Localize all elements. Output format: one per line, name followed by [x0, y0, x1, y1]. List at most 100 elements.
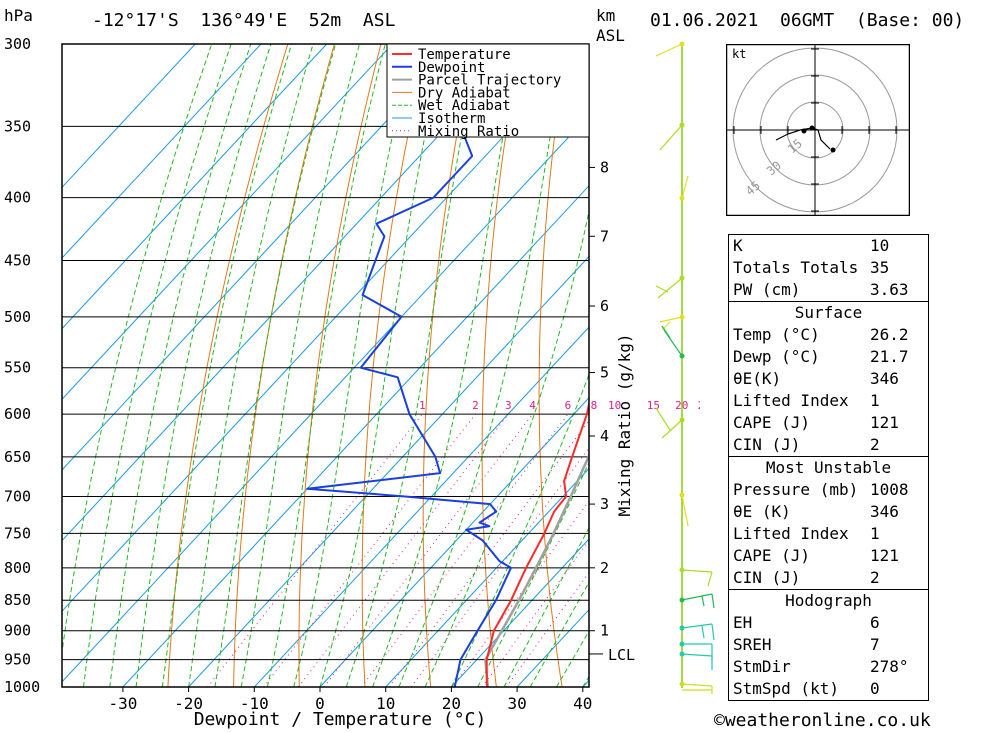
stmdir-label: StmDir: [733, 657, 791, 676]
legend-label: Isotherm: [418, 111, 485, 127]
lcl-label: LCL: [608, 646, 635, 664]
x-tick-label: 40: [573, 694, 592, 713]
stmspd-value: 0: [870, 679, 880, 698]
mu-theta-row: θE (K) 346: [729, 501, 928, 523]
x-axis-title: Dewpoint / Temperature (°C): [194, 709, 487, 730]
mixing-ratio-line: [481, 539, 589, 687]
x-tick-label: -20: [174, 694, 203, 713]
surface-section: Surface Temp (°C) 26.2 Dewp (°C) 21.7 θE(K…: [729, 301, 928, 456]
temperature-line: [485, 366, 589, 687]
mu-theta-value: 346: [870, 502, 899, 521]
dewpoint-line: [306, 44, 545, 687]
pressure-tick-label: 850: [4, 591, 31, 609]
eh-row: EH 6: [729, 612, 928, 634]
wind-barb: [661, 325, 671, 339]
wet-adiabat-line: [529, 581, 589, 687]
asl-unit-label: ASL: [596, 26, 625, 45]
mu-li-label: Lifted Index: [733, 524, 849, 543]
surface-cin-row: CIN (J) 2: [729, 434, 928, 456]
k-index-label: K: [733, 236, 743, 255]
pressure-tick-label: 550: [4, 359, 31, 377]
wind-barb: [659, 316, 683, 323]
stmdir-row: StmDir 278°: [729, 656, 928, 678]
wet-adiabat-line: [345, 44, 481, 687]
wind-barbs: [655, 41, 715, 694]
dry-adiabat-line: [167, 44, 289, 687]
isotherm-line: [385, 467, 589, 687]
pressure-tick-label: 300: [4, 35, 31, 53]
wind-barb: [681, 653, 713, 657]
surface-title: Surface: [794, 303, 863, 322]
surface-cape-row: CAPE (J) 121: [729, 412, 928, 434]
wind-barb: [681, 494, 689, 527]
sreh-label: SREH: [733, 635, 772, 654]
stmspd-label: StmSpd (kt): [733, 679, 839, 698]
pressure-tick-label: 450: [4, 252, 31, 270]
pw-label: PW (cm): [733, 280, 801, 299]
datetime-title: 01.06.2021 06GMT (Base: 00): [650, 10, 965, 31]
hodograph: kt 15 30 45: [726, 44, 910, 216]
km-tick-label: 8: [600, 158, 609, 176]
surface-temp-row: Temp (°C) 26.2: [729, 324, 928, 346]
pressure-gridlines: [62, 43, 589, 688]
surface-li-row: Lifted Index 1: [729, 390, 928, 412]
wind-barb: [655, 43, 683, 57]
mu-li-value: 1: [870, 524, 880, 543]
surface-dewp-value: 21.7: [870, 347, 909, 366]
pressure-tick-label: 500: [4, 308, 31, 326]
wind-barb: [681, 623, 713, 629]
mixing-ratio-label: 8: [591, 399, 598, 412]
mixing-ratio-line: [410, 447, 589, 687]
mu-cin-row: CIN (J) 2: [729, 567, 928, 589]
plot-frame: [61, 43, 590, 688]
mu-cape-value: 121: [870, 546, 899, 565]
stmdir-value: 278°: [870, 657, 909, 676]
skew-t-chart: 3003504004505005506006507007508008509009…: [4, 35, 700, 730]
hodograph-stats-title: Hodograph: [785, 591, 872, 610]
x-tick-label: -30: [108, 694, 137, 713]
mixing-ratio-label: 25: [698, 399, 700, 412]
wet-adiabat-line: [424, 208, 589, 687]
mu-cape-label: CAPE (J): [733, 546, 811, 565]
legend-label: Temperature: [418, 47, 511, 63]
surface-cape-value: 121: [870, 413, 899, 432]
km-tick-label: 4: [600, 427, 609, 445]
mixing-ratio-label: 10: [608, 399, 621, 412]
wind-barb: [711, 623, 715, 641]
totals-totals-row: Totals Totals 35: [729, 257, 928, 279]
isotherm-line: [62, 44, 525, 542]
wind-barb: [707, 571, 713, 587]
wind-barb: [681, 593, 713, 601]
isotherm-line: [62, 44, 459, 471]
wind-barb: [681, 683, 713, 687]
legend-label: Parcel Trajectory: [418, 73, 561, 89]
surface-dewp-row: Dewp (°C) 21.7: [729, 346, 928, 368]
mixing-ratio-line: [451, 500, 589, 687]
mixing-ratio-line: [505, 571, 589, 687]
mixing-ratio-line: [323, 413, 533, 687]
km-unit-label: km: [596, 6, 616, 25]
k-index-value: 10: [870, 236, 890, 255]
surface-temp-value: 26.2: [870, 325, 909, 344]
wet-adiabat-line: [62, 44, 213, 656]
wind-barb: [711, 593, 715, 609]
legend-label: Mixing Ratio: [418, 124, 519, 140]
dry-adiabat-line: [233, 44, 335, 687]
surface-temp-label: Temp (°C): [733, 325, 820, 344]
surface-theta-value: 346: [870, 369, 899, 388]
surface-theta-label: θE(K): [733, 369, 782, 388]
wet-adiabat-line: [240, 44, 360, 687]
most-unstable-section: Most Unstable Pressure (mb) 1008 θE (K) 34…: [729, 456, 928, 589]
mixing-ratio-axis-title: Mixing Ratio (g/kg): [615, 333, 634, 516]
wet-adiabat-line: [266, 44, 386, 687]
dry-adiabat-line: [361, 44, 429, 687]
mu-cin-label: CIN (J): [733, 568, 801, 587]
copyright-footer: ©weatheronline.co.uk: [714, 710, 931, 731]
k-index-row: K 10: [729, 235, 928, 257]
wet-adiabat-line: [319, 44, 445, 687]
sreh-row: SREH 7: [729, 634, 928, 656]
km-tick-label: 5: [600, 364, 609, 382]
mixing-ratio-line: [207, 413, 423, 687]
totals-totals-value: 35: [870, 258, 890, 277]
surface-cin-value: 2: [870, 435, 880, 454]
